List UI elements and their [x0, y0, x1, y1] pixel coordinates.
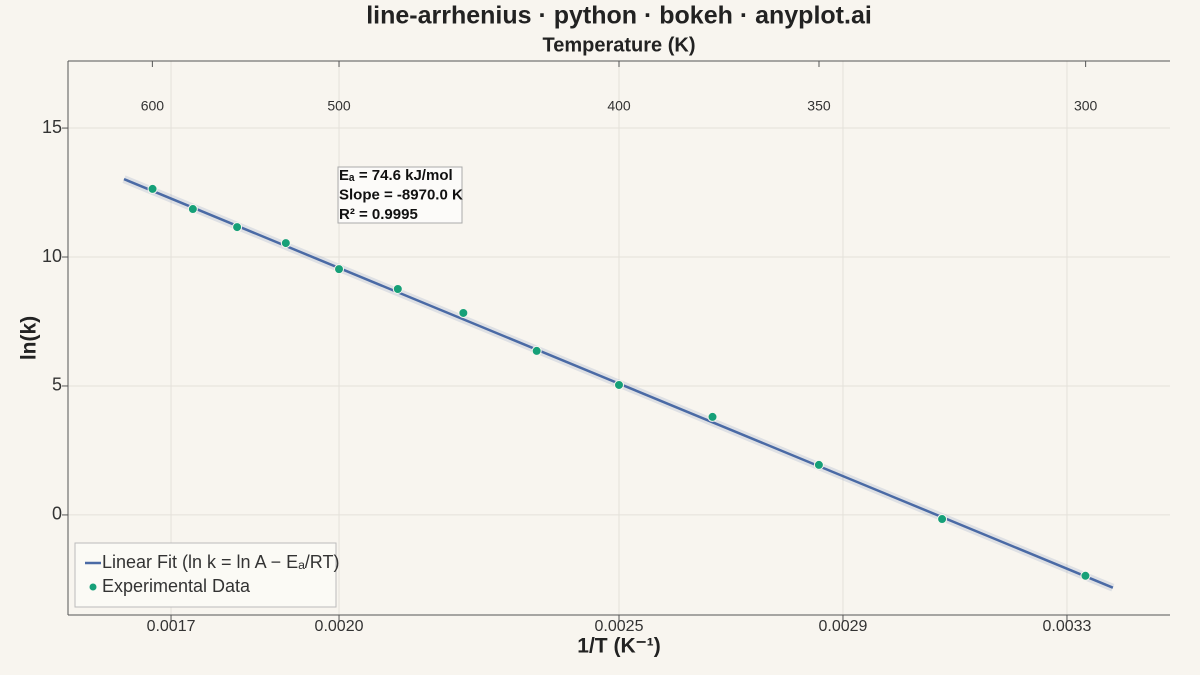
data-point: [280, 238, 291, 249]
data-point: [1080, 570, 1091, 581]
data-point: [937, 514, 948, 525]
data-point: [334, 264, 345, 275]
x-tick-label: 0.0017: [147, 618, 196, 635]
y-tick-label: 5: [52, 375, 62, 395]
x2-axis-label: Temperature (K): [543, 34, 696, 56]
data-point: [232, 222, 243, 233]
x-tick-label: 0.0029: [819, 618, 868, 635]
x-tick-label: 0.0025: [595, 618, 644, 635]
x-axis-label: 1/T (K⁻¹): [577, 635, 660, 658]
x-tick-label: 0.0020: [315, 618, 364, 635]
annotation-text: Eₐ = 74.6 kJ/mol: [339, 167, 453, 184]
legend-label: Linear Fit (ln k = ln A − Eₐ/RT): [102, 552, 339, 572]
annotation-box: [337, 166, 463, 224]
y-tick-label: 15: [42, 117, 62, 137]
annotation-text: R² = 0.9995: [339, 206, 418, 223]
legend-label: Experimental Data: [102, 576, 251, 596]
x2-tick-label: 400: [607, 98, 631, 114]
data-point: [458, 307, 469, 318]
legend-swatch: [89, 583, 97, 591]
x2-tick-label: 600: [141, 98, 165, 114]
data-point: [813, 459, 824, 470]
y-axis-label: ln(k): [18, 316, 41, 360]
data-point: [187, 204, 198, 215]
annotation-text: Slope = -8970.0 K: [339, 186, 463, 203]
data-point: [707, 411, 718, 422]
x2-tick-label: 350: [807, 98, 831, 114]
x2-tick-label: 500: [327, 98, 351, 114]
x-tick-label: 0.0033: [1042, 618, 1091, 635]
data-point: [147, 183, 158, 194]
data-point: [614, 379, 624, 390]
legend-box: [74, 542, 337, 608]
y-tick-label: 0: [52, 504, 62, 524]
chart-title: line-arrhenius · python · bokeh · anyplo…: [366, 2, 872, 30]
data-point: [531, 345, 542, 356]
x2-tick-label: 300: [1074, 98, 1098, 114]
data-point: [392, 283, 403, 294]
y-tick-label: 10: [42, 246, 62, 266]
